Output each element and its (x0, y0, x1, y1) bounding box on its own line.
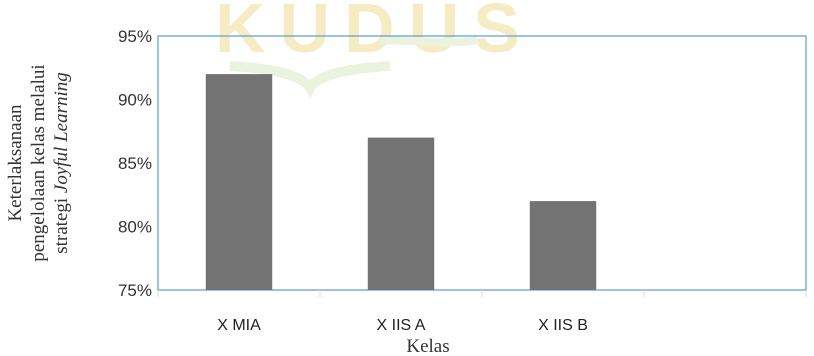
bars (205, 74, 597, 290)
y-axis-title-italic: Joyful Learning (51, 72, 72, 193)
y-tick-label: 95% (118, 27, 152, 46)
watermark-logo: KUDUS (215, 0, 534, 99)
y-tick-label: 90% (118, 91, 152, 110)
x-axis: X MIA X IIS A X IIS B (157, 290, 807, 334)
x-tick-label: X MIA (217, 317, 261, 334)
watermark-text: KUDUS (215, 0, 534, 67)
x-axis-title: Kelas (406, 336, 449, 356)
y-axis-ticks: 95% 90% 85% 80% 75% (118, 27, 152, 300)
bar (367, 137, 435, 290)
y-axis-title: Keterlaksanaan pengelolaan kelas melalui s… (5, 64, 72, 261)
y-axis-title-line: pengelolaan kelas melalui (28, 64, 49, 261)
bar (205, 74, 273, 290)
y-tick-label: 85% (118, 154, 152, 173)
x-tick-label: X IIS A (377, 317, 426, 334)
y-tick-label: 75% (118, 281, 152, 300)
y-axis-title-line: Keterlaksanaan (5, 104, 26, 222)
x-tick-label: X IIS B (538, 317, 588, 334)
y-axis-title-line: strategi (51, 193, 72, 254)
y-tick-label: 80% (118, 218, 152, 237)
bar (529, 201, 597, 290)
